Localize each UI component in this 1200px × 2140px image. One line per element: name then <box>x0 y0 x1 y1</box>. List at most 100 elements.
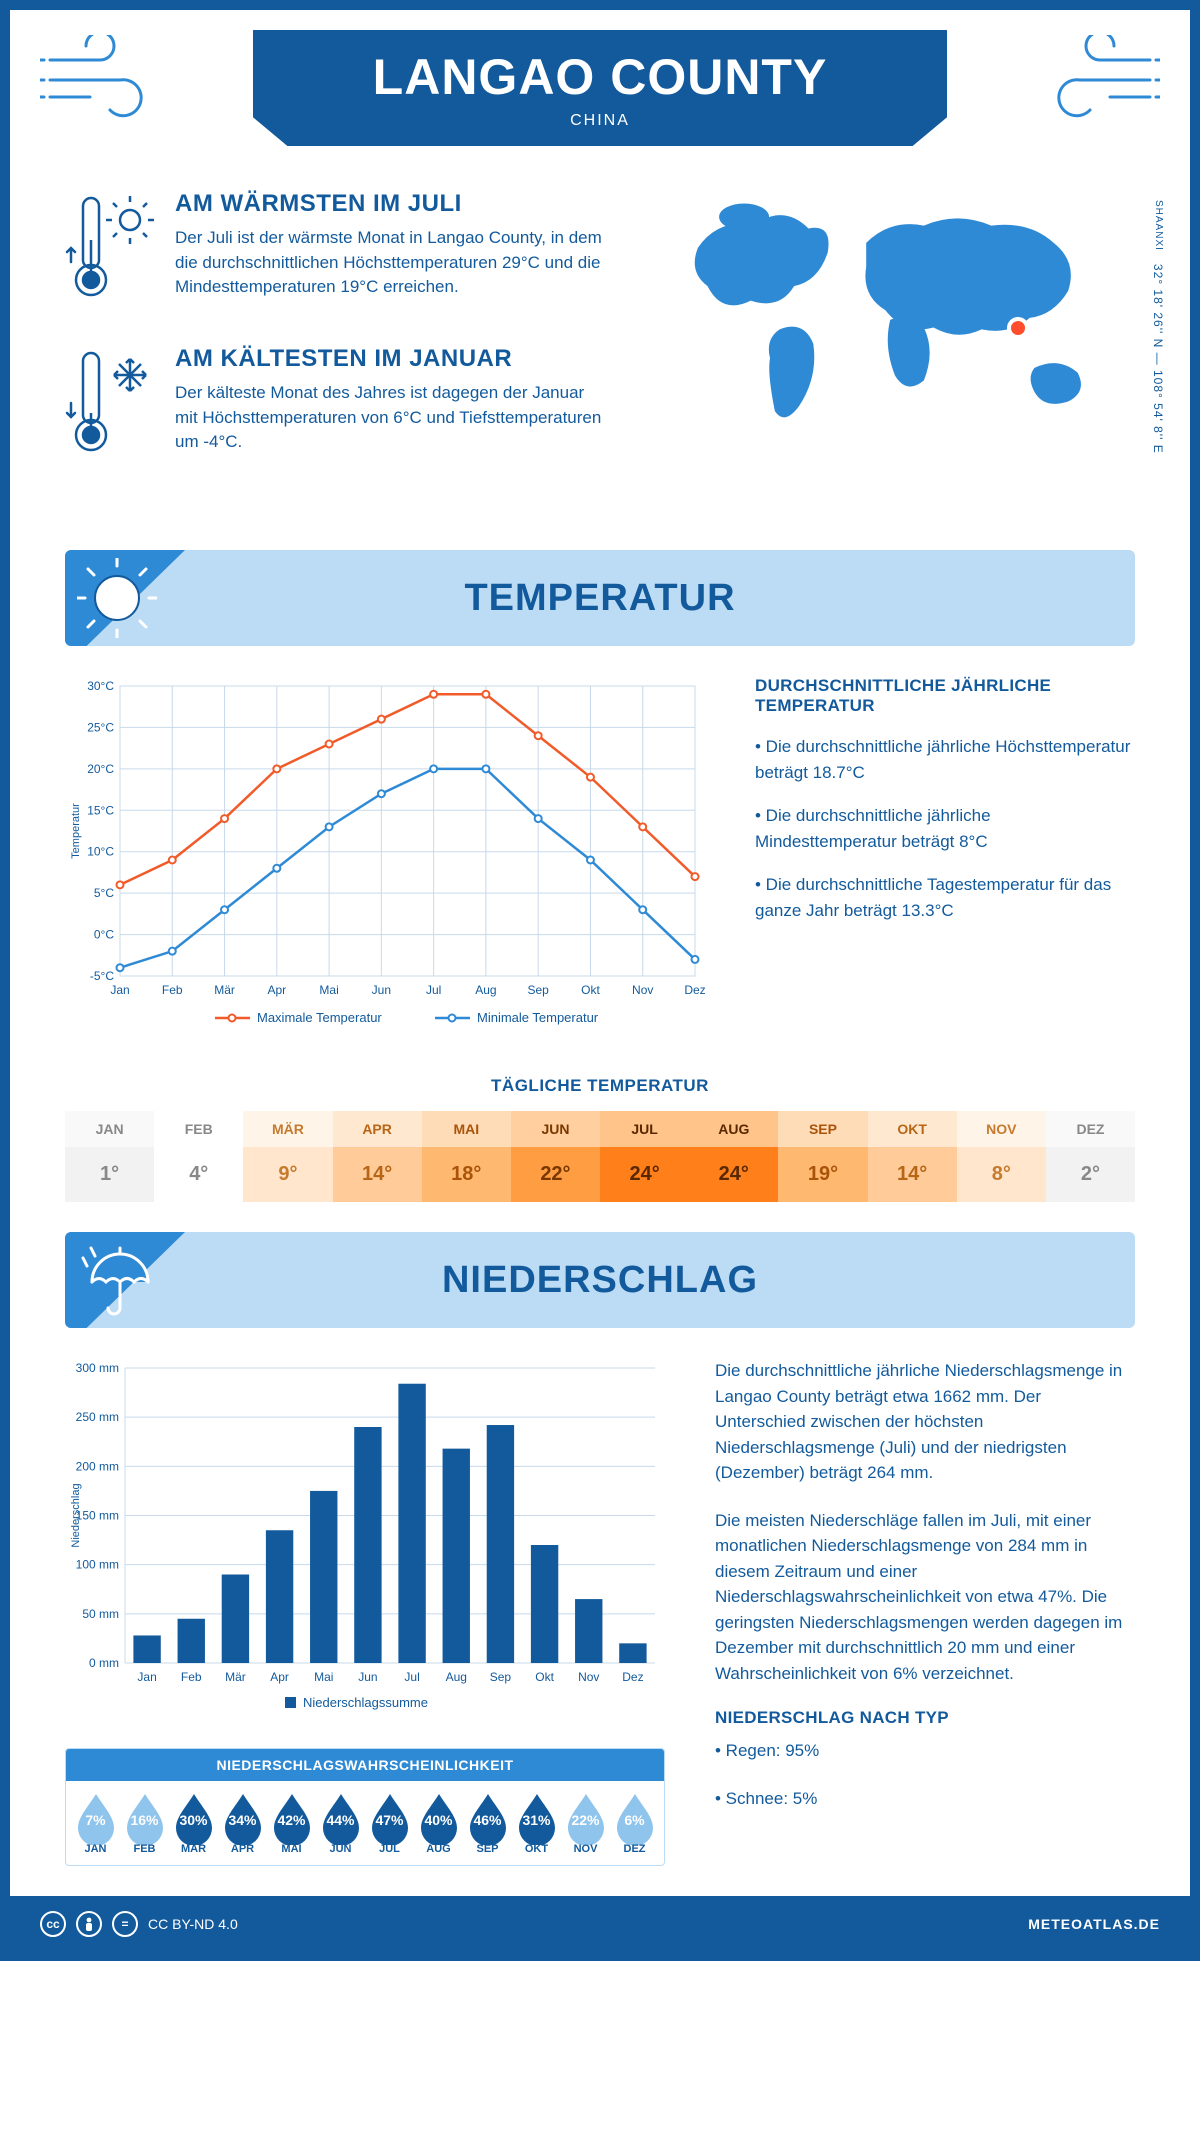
svg-text:Aug: Aug <box>446 1670 467 1684</box>
fact-title: AM KÄLTESTEN IM JANUAR <box>175 345 605 373</box>
heatmap-cell: JAN 1° <box>65 1111 154 1202</box>
svg-text:Maximale Temperatur: Maximale Temperatur <box>257 1010 382 1025</box>
svg-text:Minimale Temperatur: Minimale Temperatur <box>477 1010 599 1025</box>
aside-line: • Schnee: 5% <box>715 1786 1135 1812</box>
sun-icon <box>77 558 157 638</box>
probability-drop: 30% MÄR <box>170 1791 217 1855</box>
heatmap-cell: SEP 19° <box>778 1111 867 1202</box>
svg-text:0 mm: 0 mm <box>89 1656 119 1670</box>
svg-text:Okt: Okt <box>581 983 600 997</box>
cc-icon: cc <box>40 1911 66 1937</box>
svg-text:-5°C: -5°C <box>90 969 114 983</box>
probability-title: NIEDERSCHLAGSWAHRSCHEINLICHKEIT <box>66 1749 664 1781</box>
probability-drop: 46% SEP <box>464 1791 511 1855</box>
svg-text:15°C: 15°C <box>87 803 114 817</box>
svg-text:0°C: 0°C <box>94 928 114 942</box>
map-column: SHAANXI 32° 18' 26'' N — 108° 54' 8'' E <box>645 190 1135 500</box>
by-icon <box>76 1911 102 1937</box>
svg-text:25°C: 25°C <box>87 720 114 734</box>
aside-paragraph: Die meisten Niederschläge fallen im Juli… <box>715 1508 1135 1687</box>
heatmap-cell: MAI 18° <box>422 1111 511 1202</box>
license-text: CC BY-ND 4.0 <box>148 1916 238 1932</box>
umbrella-icon <box>77 1240 157 1320</box>
daily-temperature-heatmap: JAN 1°FEB 4°MÄR 9°APR 14°MAI 18°JUN 22°J… <box>65 1111 1135 1202</box>
svg-text:20°C: 20°C <box>87 762 114 776</box>
svg-text:5°C: 5°C <box>94 886 114 900</box>
heatmap-cell: FEB 4° <box>154 1111 243 1202</box>
svg-text:Jan: Jan <box>137 1670 156 1684</box>
svg-text:Mär: Mär <box>225 1670 246 1684</box>
svg-text:Sep: Sep <box>490 1670 512 1684</box>
svg-text:30°C: 30°C <box>87 679 114 693</box>
probability-drop: 40% AUG <box>415 1791 462 1855</box>
temperature-aside: DURCHSCHNITTLICHE JÄHRLICHE TEMPERATUR •… <box>755 676 1135 1041</box>
svg-text:Feb: Feb <box>162 983 183 997</box>
section-title: TEMPERATUR <box>464 577 735 620</box>
aside-line: • Die durchschnittliche jährliche Mindes… <box>755 803 1135 854</box>
svg-text:300 mm: 300 mm <box>76 1361 119 1375</box>
footer: cc = CC BY-ND 4.0 METEOATLAS.DE <box>10 1896 1190 1951</box>
fact-text: Der kälteste Monat des Jahres ist dagege… <box>175 381 605 455</box>
wind-icon <box>40 35 170 125</box>
probability-drop: 44% JUN <box>317 1791 364 1855</box>
svg-text:Dez: Dez <box>684 983 705 997</box>
probability-drop: 47% JUL <box>366 1791 413 1855</box>
heatmap-cell: NOV 8° <box>957 1111 1046 1202</box>
fact-title: AM WÄRMSTEN IM JULI <box>175 190 605 218</box>
facts-column: AM WÄRMSTEN IM JULI Der Juli ist der wär… <box>65 190 605 500</box>
svg-text:Niederschlagssumme: Niederschlagssumme <box>303 1695 428 1710</box>
site-name: METEOATLAS.DE <box>1028 1916 1160 1932</box>
svg-text:250 mm: 250 mm <box>76 1410 119 1424</box>
svg-text:Okt: Okt <box>535 1670 554 1684</box>
svg-text:Apr: Apr <box>267 983 286 997</box>
fact-coldest: AM KÄLTESTEN IM JANUAR Der kälteste Mona… <box>65 345 605 470</box>
svg-text:Mai: Mai <box>319 983 338 997</box>
temperature-section-header: TEMPERATUR <box>65 550 1135 646</box>
probability-drop: 6% DEZ <box>611 1791 658 1855</box>
precip-body: 0 mm50 mm100 mm150 mm200 mm250 mm300 mmN… <box>10 1358 1190 1866</box>
wind-icon <box>1030 35 1160 125</box>
svg-text:Niederschlag: Niederschlag <box>70 1483 82 1547</box>
svg-text:Temperatur: Temperatur <box>70 803 82 859</box>
svg-text:Jul: Jul <box>426 983 441 997</box>
section-title: NIEDERSCHLAG <box>442 1259 758 1302</box>
heatmap-cell: OKT 14° <box>868 1111 957 1202</box>
svg-text:150 mm: 150 mm <box>76 1509 119 1523</box>
svg-text:200 mm: 200 mm <box>76 1459 119 1473</box>
aside-line: • Regen: 95% <box>715 1738 1135 1764</box>
probability-drop: 34% APR <box>219 1791 266 1855</box>
svg-text:Mai: Mai <box>314 1670 333 1684</box>
svg-text:Jul: Jul <box>404 1670 419 1684</box>
precip-left: 0 mm50 mm100 mm150 mm200 mm250 mm300 mmN… <box>65 1358 665 1866</box>
heatmap-cell: DEZ 2° <box>1046 1111 1135 1202</box>
heatmap-cell: MÄR 9° <box>243 1111 332 1202</box>
probability-drop: 31% OKT <box>513 1791 560 1855</box>
svg-text:Mär: Mär <box>214 983 235 997</box>
svg-text:10°C: 10°C <box>87 845 114 859</box>
aside-line: • Die durchschnittliche jährliche Höchst… <box>755 734 1135 785</box>
fact-text: Der Juli ist der wärmste Monat in Langao… <box>175 226 605 300</box>
world-map-icon <box>645 190 1135 440</box>
location-title: LANGAO COUNTY <box>373 48 828 106</box>
title-banner: LANGAO COUNTY CHINA <box>253 30 948 146</box>
page: LANGAO COUNTY CHINA <box>0 0 1200 1961</box>
header: LANGAO COUNTY CHINA <box>10 10 1190 190</box>
svg-text:Jun: Jun <box>372 983 391 997</box>
coordinates: SHAANXI 32° 18' 26'' N — 108° 54' 8'' E <box>1151 200 1165 454</box>
aside-paragraph: Die durchschnittliche jährliche Niedersc… <box>715 1358 1135 1486</box>
heatmap-cell: JUL 24° <box>600 1111 689 1202</box>
svg-text:Nov: Nov <box>632 983 653 997</box>
aside-line: • Die durchschnittliche Tagestemperatur … <box>755 872 1135 923</box>
svg-text:Feb: Feb <box>181 1670 202 1684</box>
precip-aside: Die durchschnittliche jährliche Niedersc… <box>715 1358 1135 1866</box>
svg-text:Sep: Sep <box>528 983 550 997</box>
heatmap-cell: AUG 24° <box>689 1111 778 1202</box>
svg-text:Jan: Jan <box>110 983 129 997</box>
heatmap-cell: APR 14° <box>333 1111 422 1202</box>
license-block: cc = CC BY-ND 4.0 <box>40 1911 238 1937</box>
temperature-chart: -5°C 0°C 5°C 10°C 15°C 20°C 25°C 30°C Jan Feb Mär A… <box>65 676 705 1041</box>
probability-row: 7% JAN 16% FEB 30% MÄR 34% APR 42% MAI <box>66 1781 664 1865</box>
location-subtitle: CHINA <box>373 112 828 130</box>
fact-warmest: AM WÄRMSTEN IM JULI Der Juli ist der wär… <box>65 190 605 315</box>
svg-text:Jun: Jun <box>358 1670 377 1684</box>
